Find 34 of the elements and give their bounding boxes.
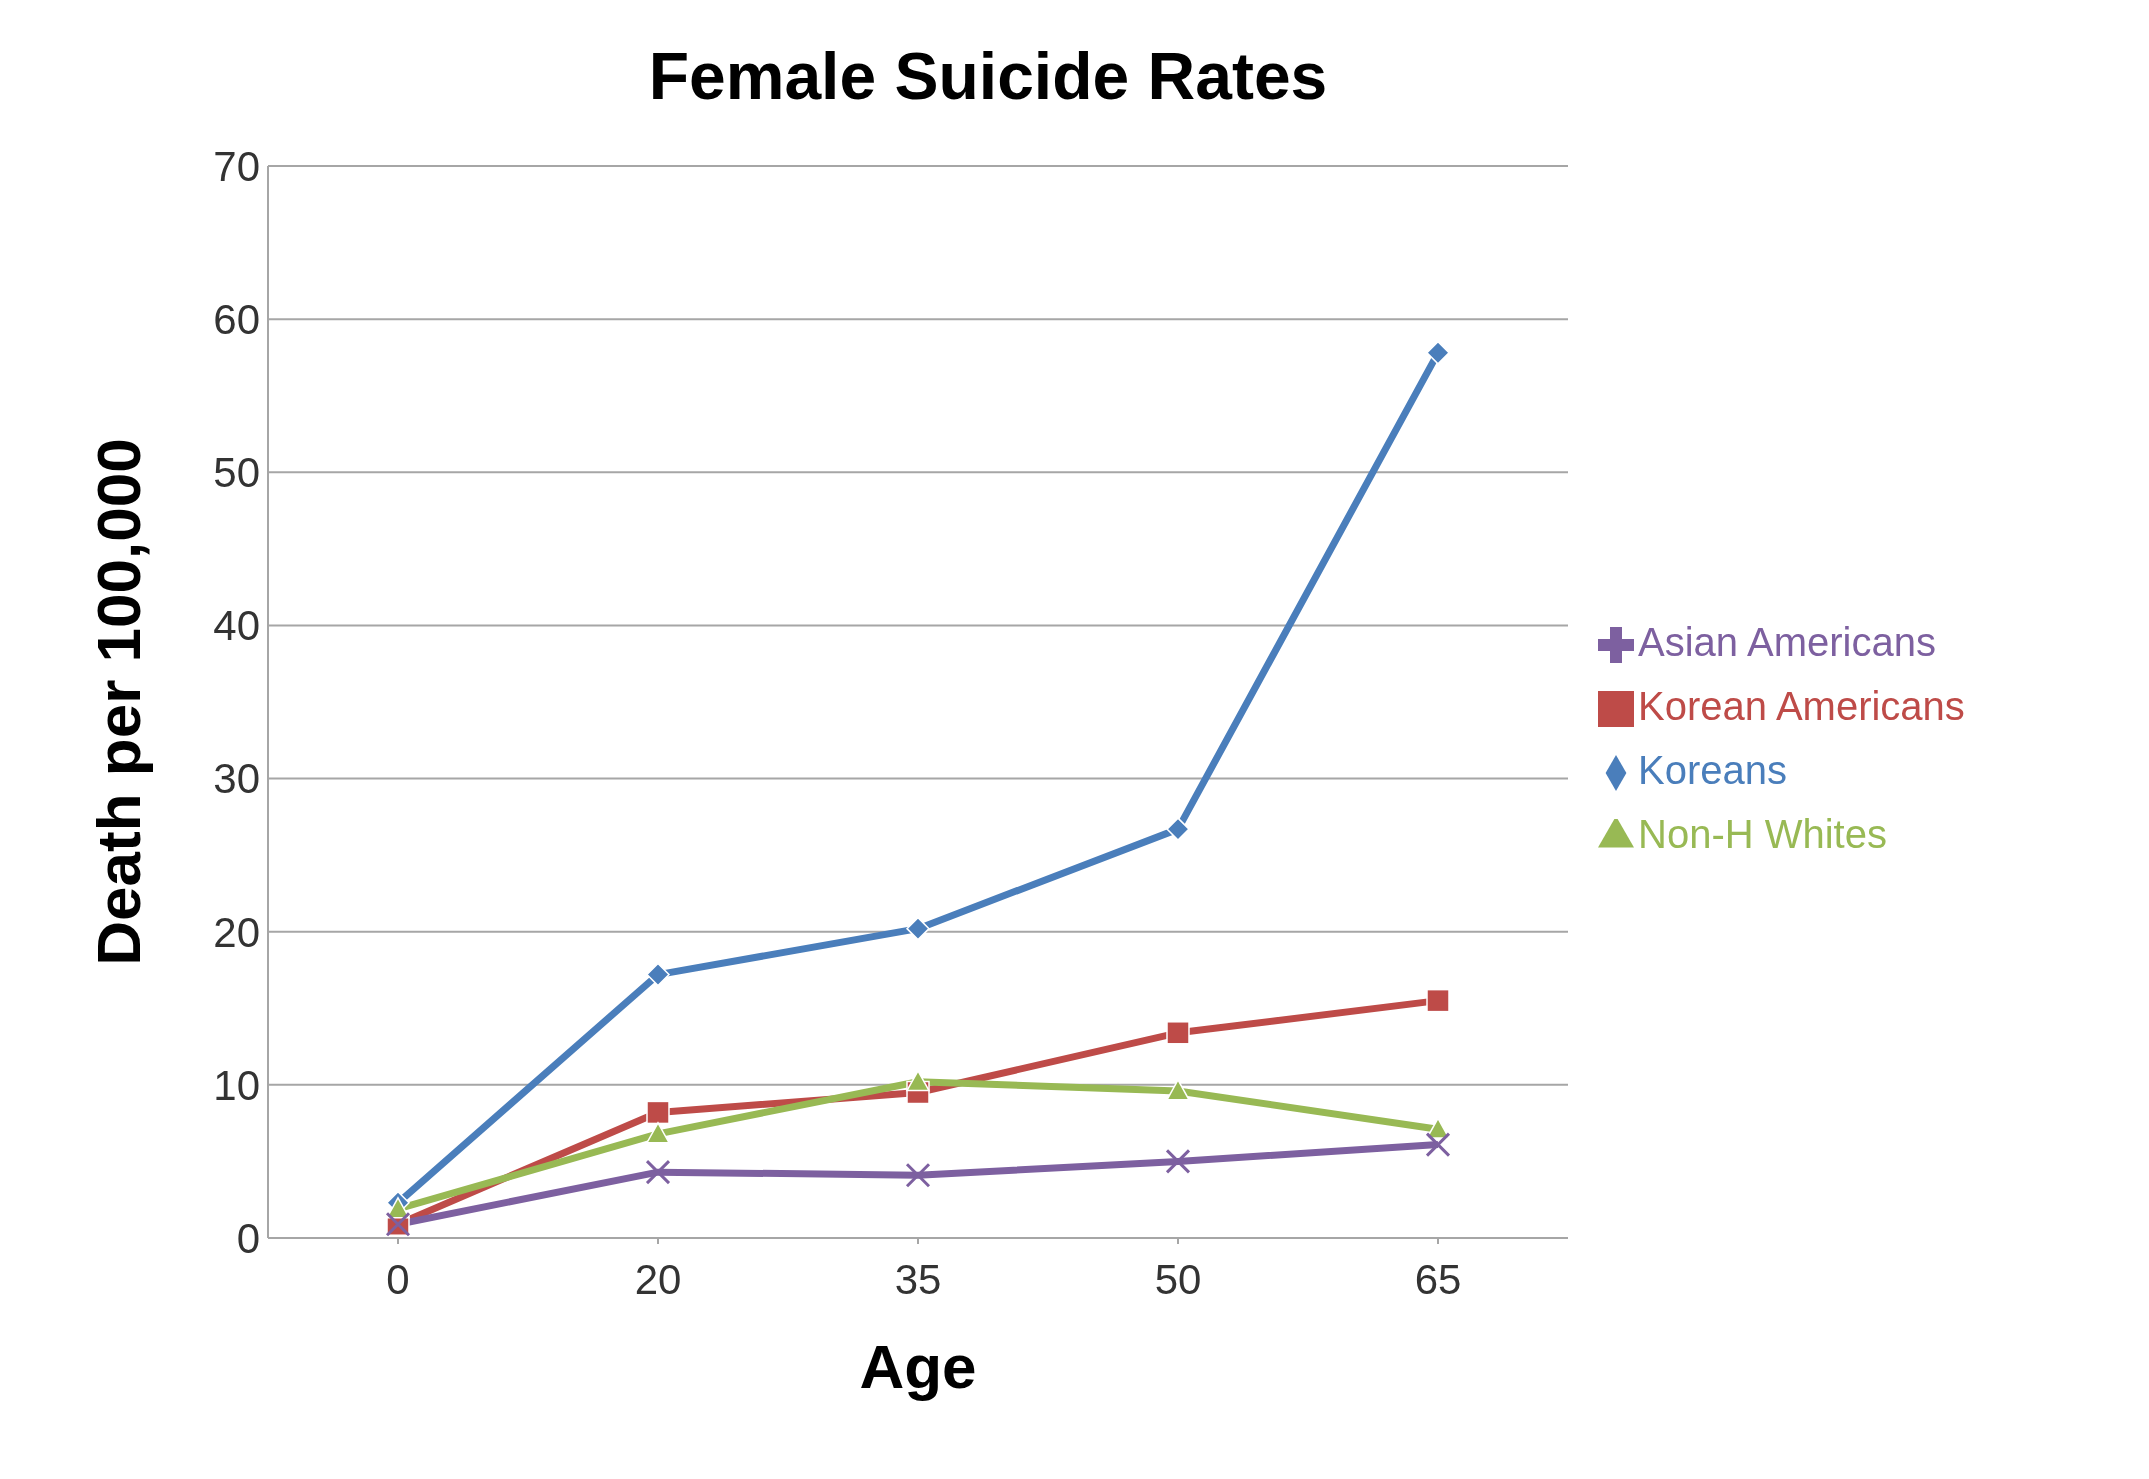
legend-label: Non-H Whites — [1638, 812, 1887, 856]
legend-label: Korean Americans — [1638, 684, 1965, 728]
y-axis-title: Death per 100,000 — [84, 438, 154, 966]
point — [646, 1100, 670, 1125]
point — [646, 962, 670, 987]
point — [1165, 1148, 1191, 1174]
y-tick-label: 0 — [236, 1214, 260, 1262]
point — [1425, 1132, 1451, 1158]
y-tick-label: 70 — [213, 142, 260, 190]
point — [645, 1159, 671, 1185]
y-tick-label: 60 — [213, 296, 260, 344]
legend-label: Asian Americans — [1638, 620, 1936, 664]
point — [906, 916, 930, 941]
x-tick-label: 65 — [1414, 1255, 1462, 1303]
y-tick-label: 40 — [213, 602, 260, 650]
point — [1426, 341, 1450, 365]
y-tick-label: 50 — [213, 449, 260, 497]
y-tick-label: 10 — [213, 1061, 260, 1109]
x-tick-label: 35 — [894, 1255, 942, 1303]
point — [1166, 1079, 1190, 1101]
chart-title: Female Suicide Rates — [647, 38, 1329, 114]
point — [646, 1122, 670, 1144]
x-tick-label: 20 — [634, 1255, 682, 1303]
point — [906, 1070, 930, 1092]
y-tick-label: 30 — [213, 755, 260, 803]
x-tick-label: 0 — [386, 1255, 410, 1303]
legend-label: Koreans — [1638, 748, 1787, 792]
x-tick-label: 50 — [1154, 1255, 1202, 1303]
point — [905, 1162, 931, 1188]
point — [1166, 1021, 1190, 1045]
point — [1426, 988, 1450, 1013]
y-tick-label: 20 — [213, 908, 260, 956]
point — [1166, 817, 1190, 841]
x-axis-title: Age — [859, 1332, 977, 1401]
